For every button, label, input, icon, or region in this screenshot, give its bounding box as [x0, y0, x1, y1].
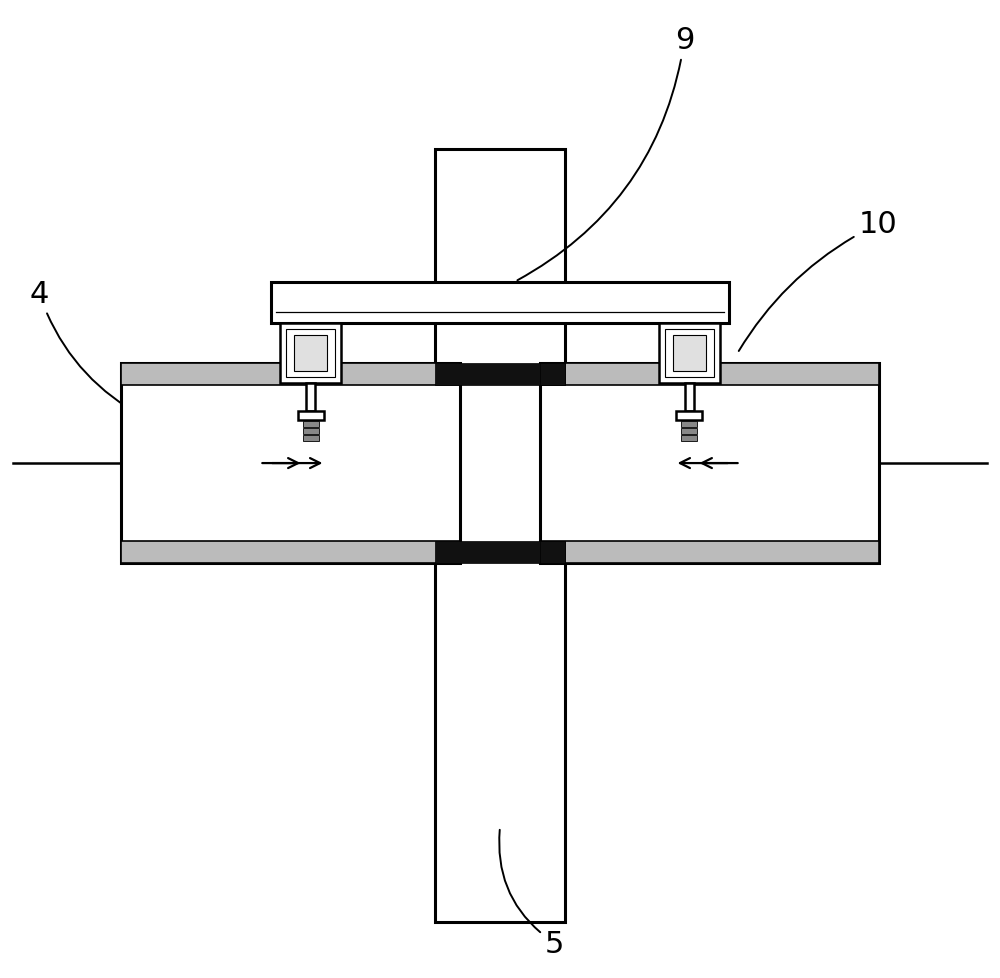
Text: 10: 10	[739, 210, 898, 352]
Bar	[540, 541, 565, 563]
Bar	[540, 364, 879, 386]
Bar	[435, 541, 565, 563]
Bar	[303, 422, 319, 427]
Text: 5: 5	[499, 830, 565, 957]
Bar	[659, 324, 720, 384]
Bar	[303, 429, 319, 434]
Bar	[121, 364, 460, 386]
Bar	[294, 336, 327, 372]
Bar	[681, 422, 697, 427]
Bar	[673, 336, 706, 372]
Bar	[681, 435, 697, 441]
Text: 9: 9	[517, 26, 694, 281]
Bar	[540, 364, 565, 386]
Bar	[676, 412, 702, 421]
Bar	[303, 435, 319, 441]
Bar	[681, 429, 697, 434]
Bar	[271, 283, 729, 324]
Bar	[685, 384, 694, 412]
Bar	[665, 331, 714, 378]
Bar	[280, 324, 341, 384]
Bar	[540, 541, 879, 563]
Bar	[286, 331, 335, 378]
Bar	[121, 364, 460, 563]
Bar	[298, 412, 324, 421]
Bar	[121, 541, 460, 563]
Bar	[540, 364, 879, 563]
Bar	[306, 384, 315, 412]
Text: 4: 4	[30, 280, 144, 418]
Bar	[435, 364, 565, 386]
Bar	[435, 150, 565, 922]
